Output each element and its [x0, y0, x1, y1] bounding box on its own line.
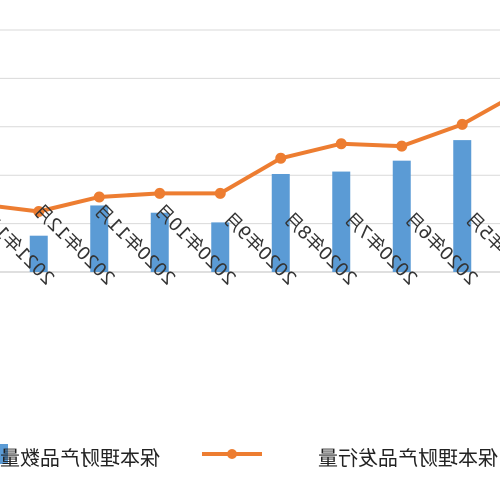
- line-point: [335, 138, 347, 150]
- legend-label-line-series: 保本理财产品发行量: [318, 446, 498, 470]
- legend-label-bar-series: 保本理财产品数量: [0, 446, 160, 470]
- line-point: [154, 187, 166, 199]
- line-point: [275, 152, 287, 164]
- chart-legend: 保本理财产品数量 保本理财产品发行量: [0, 434, 500, 474]
- bar: [150, 212, 169, 272]
- line-point: [93, 191, 105, 203]
- legend-swatch-bar: [0, 444, 8, 464]
- bar: [453, 140, 472, 272]
- line-point: [456, 118, 468, 130]
- bar: [29, 235, 48, 272]
- line-point: [396, 140, 408, 152]
- line-series-path: [0, 100, 500, 214]
- line-point: [33, 206, 45, 217]
- line-point: [214, 187, 226, 199]
- bar: [90, 205, 109, 272]
- legend-swatch-line: [202, 449, 262, 459]
- bar: [271, 173, 290, 272]
- bar: [392, 160, 411, 272]
- bar: [332, 171, 351, 272]
- bar: [211, 222, 230, 272]
